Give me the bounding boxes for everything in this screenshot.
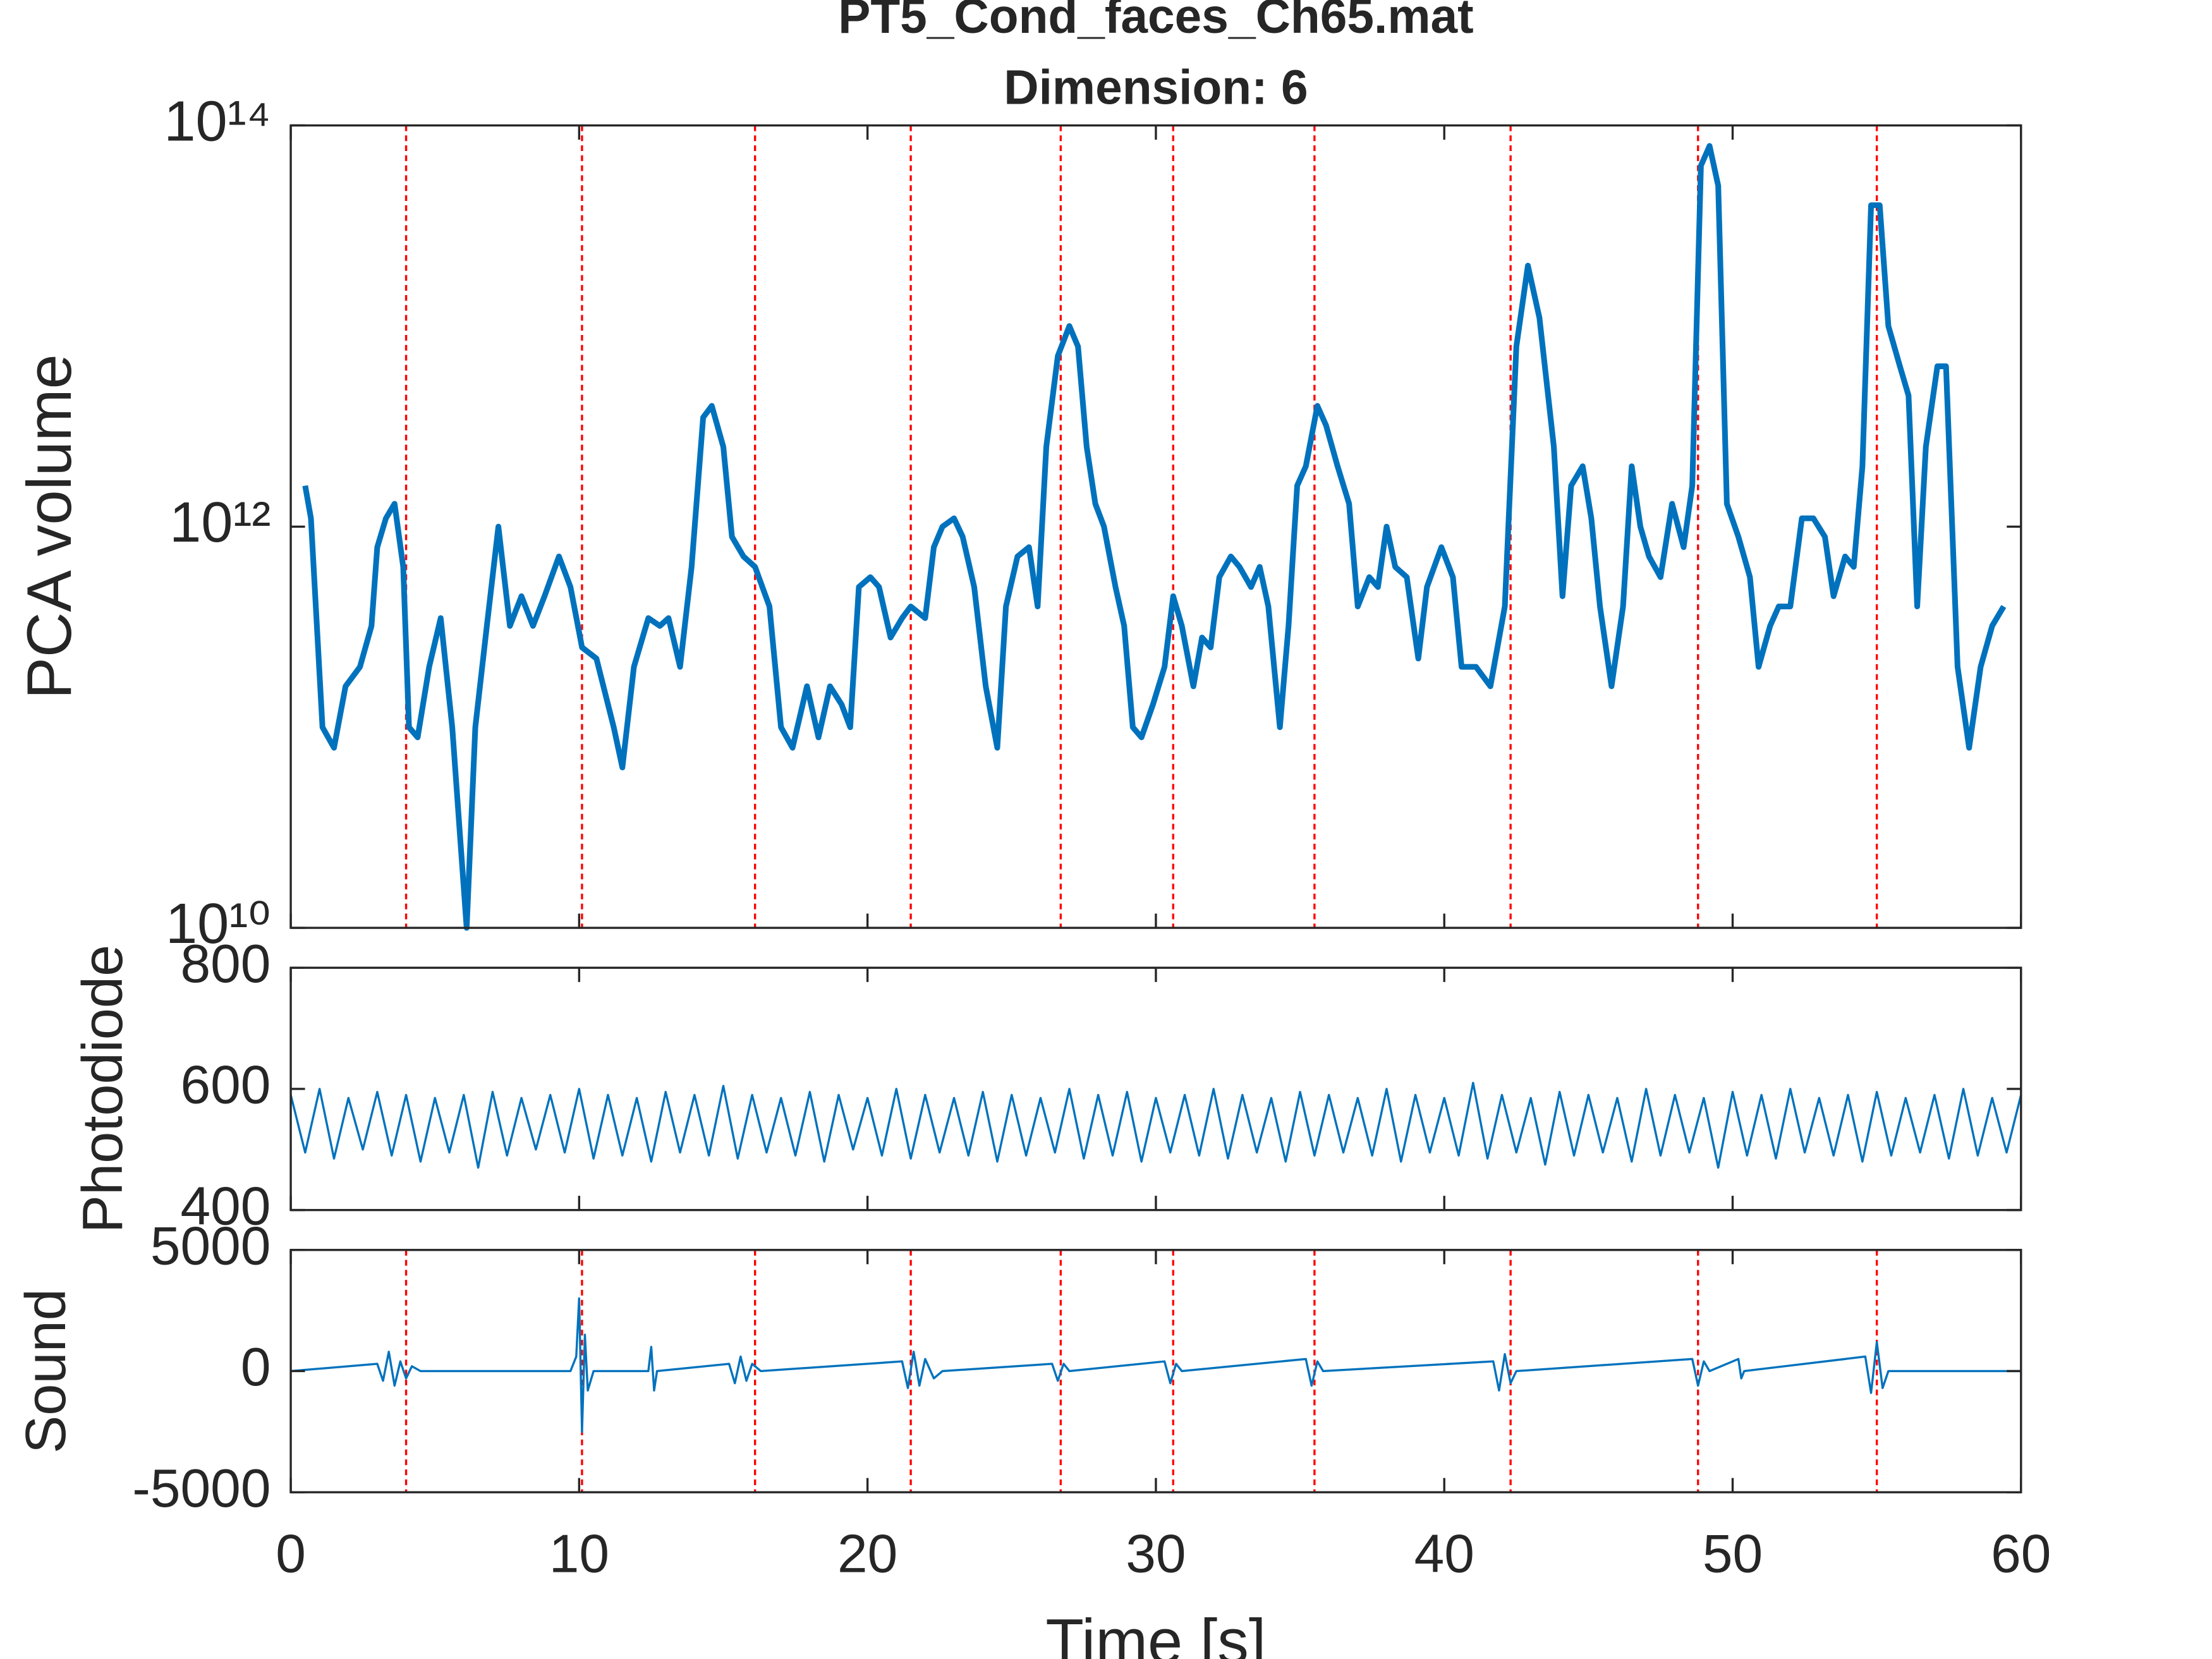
data-line [302,143,2007,931]
x-tick-label: 30 [1126,1524,1186,1584]
y-tick-label: 10¹⁴ [164,89,270,153]
x-tick-label: 0 [276,1524,306,1584]
y-tick-label: -5000 [132,1458,270,1519]
x-tick-label: 60 [1991,1524,2051,1584]
x-tick-label: 50 [1703,1524,1763,1584]
y-tick-label: 0 [241,1337,271,1397]
y-axis-label: PCA volume [15,354,85,699]
chart-title: PT5_Cond_faces_Ch65.mat [838,0,1473,44]
y-tick-label: 10¹⁰ [166,892,271,956]
x-tick-label: 20 [837,1524,897,1584]
data-line [289,1081,2022,1169]
y-tick-label: 5000 [150,1215,271,1276]
x-tick-label: 40 [1414,1524,1474,1584]
x-tick-label: 10 [549,1524,609,1584]
y-tick-label: 800 [181,933,271,994]
y-axis-label: Photodiode [71,945,135,1233]
y-tick-label: 400 [181,1176,271,1236]
axes-box [289,966,2022,1212]
y-tick-label: 600 [181,1055,271,1115]
x-axis-label: Time [s] [1045,1607,1266,1659]
chart-subtitle: Dimension: 6 [1004,61,1308,115]
data-line [290,1297,2021,1433]
y-tick-label: 10¹² [169,490,270,554]
axes-box [289,124,2022,929]
y-axis-label: Sound [14,1289,78,1454]
